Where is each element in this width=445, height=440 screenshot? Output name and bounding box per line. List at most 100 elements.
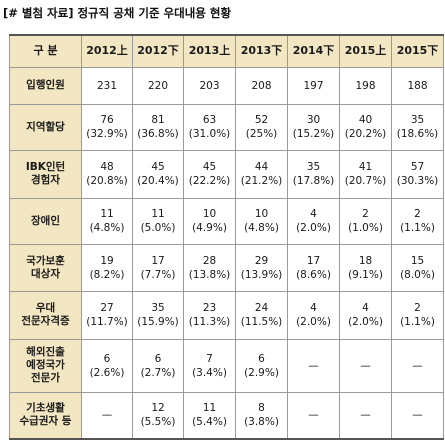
table-cell: — [339, 391, 392, 440]
column-header: 2014下 [287, 34, 340, 68]
cell-percent: (13.9%) [240, 268, 283, 281]
cell-count: 23 [202, 302, 217, 314]
cell-percent: (5.4%) [192, 416, 227, 429]
cell-percent: (11.3%) [188, 316, 231, 328]
cell-count: 17 [151, 254, 165, 267]
table-cell: 41 (20.7%) [339, 149, 392, 199]
table-row: 해외진출 예정국가 전문가 6 (2.6%) 6 (2.7%) 7 (3.4%) 6 (2.9%) —… [9, 338, 444, 393]
table-cell: 48 (20.8%) [81, 149, 133, 199]
table-cell: 2 (1.0%) [339, 197, 392, 245]
row-header: 입행인원 [9, 66, 82, 105]
cell-percent: (3.8%) [244, 416, 279, 429]
cell-count: 35 [151, 302, 165, 314]
table-cell: 2 (1.1%) [391, 290, 444, 340]
cell-percent: (2.0%) [296, 316, 331, 328]
cell-count: — [360, 359, 371, 372]
column-header: 2012上 [81, 34, 133, 68]
table-cell: 188 [391, 66, 444, 105]
corner-header: 구 분 [9, 34, 82, 68]
cell-count: 11 [202, 402, 217, 415]
row-header: 해외진출 예정국가 전문가 [9, 338, 82, 393]
cell-percent: (1.0%) [348, 222, 383, 234]
header-row: 구 분 2012上 2012下 2013上 2013下 2014下 2015上 … [9, 34, 444, 68]
cell-count: 2 [362, 208, 369, 220]
cell-percent: (32.9%) [86, 128, 128, 140]
table-cell: 19 (8.2%) [81, 243, 133, 292]
table-cell: 40 (20.2%) [339, 103, 392, 151]
cell-count: 7 [206, 352, 213, 365]
cell-count: 6 [103, 352, 111, 365]
cell-count: 2 [414, 302, 421, 314]
column-header: 2013上 [183, 34, 236, 68]
column-header: 2015上 [339, 34, 392, 68]
row-header-line: 전문자격증 [21, 315, 70, 327]
table-row: 지역할당 76 (32.9%) 81 (36.8%) 63 (31.0%) 52 (25%) 30… [9, 103, 444, 151]
cell-count: — [412, 409, 423, 422]
cell-count: 4 [310, 302, 317, 314]
cell-percent: (4.9%) [192, 222, 227, 234]
cell-count: 40 [358, 114, 373, 126]
cell-count: 11 [151, 208, 165, 220]
row-header-line: 예정국가 [26, 359, 65, 371]
cell-count: 45 [151, 161, 165, 173]
table-cell: — [287, 391, 340, 440]
table-cell: 57 (30.3%) [391, 149, 444, 199]
cell-count: 57 [410, 161, 425, 173]
row-header-line: 대상자 [31, 267, 60, 280]
cell-count: 27 [100, 302, 114, 314]
cell-count: 4 [362, 302, 369, 314]
cell-count: 76 [100, 114, 114, 126]
cell-percent: (11.5%) [240, 316, 283, 328]
cell-percent: (15.2%) [292, 128, 335, 140]
table-cell: — [339, 338, 392, 393]
cell-percent: (13.8%) [188, 268, 231, 281]
cell-percent: (20.8%) [86, 175, 128, 187]
table-cell: 35 (15.9%) [132, 290, 184, 340]
cell-percent: (9.1%) [348, 268, 383, 281]
cell-percent: (31.0%) [188, 128, 231, 140]
cell-percent: (1.1%) [400, 316, 435, 328]
cell-count: 45 [202, 161, 217, 173]
cell-count: 35 [410, 114, 425, 126]
table-cell: 11 (5.4%) [183, 391, 236, 440]
cell-percent: (5.0%) [140, 222, 176, 234]
table-cell: 76 (32.9%) [81, 103, 133, 151]
cell-percent: (15.9%) [137, 316, 179, 328]
cell-count: 208 [251, 79, 272, 92]
cell-count: 48 [100, 161, 114, 173]
table-cell: 198 [339, 66, 392, 105]
cell-percent: (20.7%) [344, 175, 387, 187]
cell-count: 8 [258, 402, 265, 415]
cell-count: 44 [254, 161, 269, 173]
cell-count: 11 [100, 208, 114, 220]
cell-percent: (8.0%) [400, 268, 435, 281]
table-cell: 18 (9.1%) [339, 243, 392, 292]
table-row: 우대 전문자격증 27 (11.7%) 35 (15.9%) 23 (11.3%) 24 (11.… [9, 290, 444, 340]
column-header: 2013下 [235, 34, 288, 68]
row-header-line: 전문가 [31, 372, 60, 384]
cell-count: 52 [254, 114, 269, 126]
table-cell: 35 (17.8%) [287, 149, 340, 199]
cell-count: — [308, 409, 319, 422]
table-cell: — [391, 338, 444, 393]
table-cell: 8 (3.8%) [235, 391, 288, 440]
table-cell: 197 [287, 66, 340, 105]
table-cell: 27 (11.7%) [81, 290, 133, 340]
table-cell: 28 (13.8%) [183, 243, 236, 292]
cell-percent: (11.7%) [86, 316, 128, 328]
cell-count: 231 [96, 79, 118, 92]
table-row: 국가보훈 대상자 19 (8.2%) 17 (7.7%) 28 (13.8%) 29 (13.9%… [9, 243, 444, 292]
cell-count: — [308, 359, 319, 372]
table-cell: 11 (4.8%) [81, 197, 133, 245]
cell-count: 63 [202, 114, 217, 126]
table-cell: 15 (8.0%) [391, 243, 444, 292]
table-cell: 231 [81, 66, 133, 105]
row-header-line: 입행인원 [26, 79, 65, 91]
table-cell: 52 (25%) [235, 103, 288, 151]
table-cell: 24 (11.5%) [235, 290, 288, 340]
table-cell: 4 (2.0%) [287, 197, 340, 245]
cell-count: — [101, 409, 113, 422]
table-cell: 2 (1.1%) [391, 197, 444, 245]
table-cell: 30 (15.2%) [287, 103, 340, 151]
table-cell: 29 (13.9%) [235, 243, 288, 292]
